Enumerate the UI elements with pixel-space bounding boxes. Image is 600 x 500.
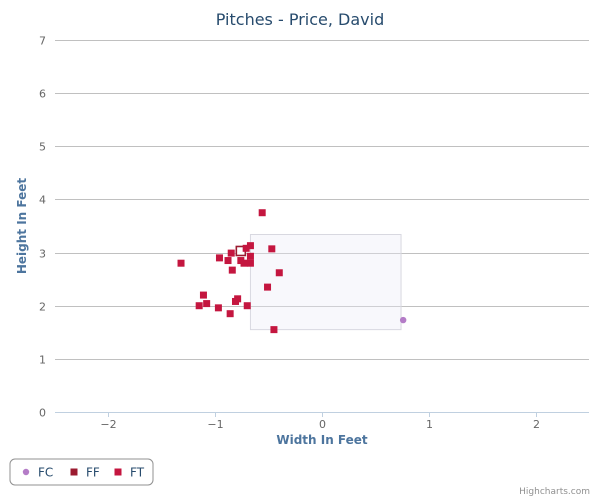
point-ft bbox=[224, 257, 232, 265]
x-tick-label: 1 bbox=[426, 418, 433, 431]
point-ft bbox=[199, 291, 207, 299]
data-points bbox=[177, 209, 407, 334]
legend: FC FF FT bbox=[9, 458, 154, 486]
legend-symbol-ft bbox=[114, 468, 122, 476]
legend-label-fc[interactable]: FC bbox=[38, 466, 53, 480]
point-ft bbox=[177, 259, 185, 267]
point-ft bbox=[203, 300, 211, 308]
y-tick-label: 7 bbox=[39, 35, 46, 48]
x-axis-title: Width In Feet bbox=[276, 433, 368, 447]
point-ft bbox=[231, 297, 239, 305]
point-ft bbox=[227, 249, 235, 257]
x-tick-label: 0 bbox=[319, 418, 326, 431]
point-ft bbox=[242, 244, 250, 252]
strike-zone-box bbox=[249, 234, 402, 331]
x-tick-label: 2 bbox=[533, 418, 540, 431]
legend-symbol-ff bbox=[70, 468, 78, 476]
point-fc bbox=[399, 316, 407, 324]
x-axis-ticks: −2 −1 0 1 2 bbox=[100, 412, 540, 431]
legend-label-ft[interactable]: FT bbox=[130, 466, 145, 480]
point-ft bbox=[215, 254, 223, 262]
y-tick-label: 5 bbox=[39, 141, 46, 154]
legend-symbol-fc bbox=[22, 468, 30, 476]
grid-lines bbox=[55, 40, 589, 413]
point-ft bbox=[226, 310, 234, 318]
legend-label-ff[interactable]: FF bbox=[86, 466, 100, 480]
y-tick-label: 0 bbox=[39, 407, 46, 420]
y-tick-label: 3 bbox=[39, 248, 46, 261]
legend-box bbox=[9, 458, 154, 486]
point-ft bbox=[268, 245, 276, 253]
y-tick-label: 4 bbox=[39, 194, 46, 207]
point-ft bbox=[243, 302, 251, 310]
point-ft bbox=[240, 259, 248, 267]
point-ft bbox=[246, 252, 254, 260]
y-tick-label: 2 bbox=[39, 301, 46, 314]
y-tick-label: 6 bbox=[39, 88, 46, 101]
chart-title: Pitches - Price, David bbox=[216, 10, 384, 29]
strike-zone bbox=[249, 234, 402, 331]
point-ft bbox=[258, 209, 266, 217]
point-ft bbox=[246, 242, 254, 250]
point-ft bbox=[195, 302, 203, 310]
credits-link[interactable]: Highcharts.com bbox=[519, 487, 590, 497]
point-ft bbox=[246, 259, 254, 267]
y-axis-ticks: 0 1 2 3 4 5 6 7 bbox=[39, 35, 46, 420]
x-tick-label: −1 bbox=[207, 418, 223, 431]
point-ft bbox=[228, 266, 236, 274]
point-ft bbox=[264, 283, 272, 291]
point-ft bbox=[275, 269, 283, 277]
y-axis-title: Height In Feet bbox=[15, 178, 29, 275]
point-ft bbox=[214, 304, 222, 312]
y-tick-label: 1 bbox=[39, 354, 46, 367]
x-tick-label: −2 bbox=[100, 418, 116, 431]
point-ft bbox=[270, 326, 278, 334]
